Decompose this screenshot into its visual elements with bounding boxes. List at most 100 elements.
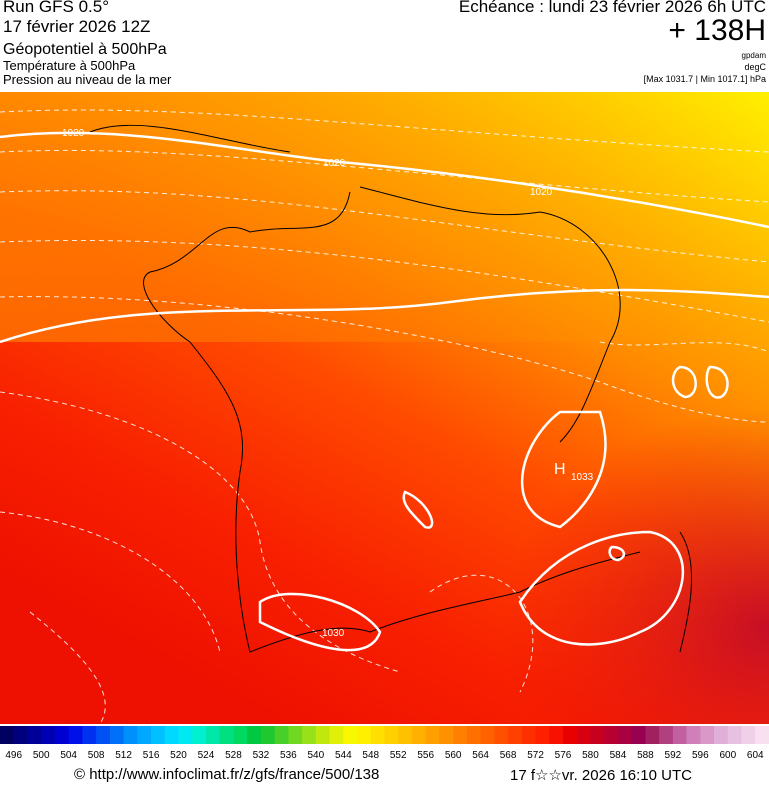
scale-swatch xyxy=(672,726,688,744)
subtitle: Température à 500hPa xyxy=(3,58,136,73)
scale-swatch xyxy=(178,726,193,744)
scale-label: 496 xyxy=(5,750,22,761)
scale-label: 560 xyxy=(445,750,462,761)
scale-swatch xyxy=(27,726,42,744)
scale-swatch xyxy=(96,726,111,744)
scale-label: 568 xyxy=(500,750,517,761)
scale-swatch xyxy=(13,726,28,744)
unit: degC xyxy=(744,62,766,72)
source-url: © http://www.infoclimat.fr/z/gfs/france/… xyxy=(74,766,380,783)
scale-label: 540 xyxy=(307,750,324,761)
scale-swatch xyxy=(425,726,440,744)
scale-swatch xyxy=(205,726,221,744)
isotherms xyxy=(0,109,769,724)
scale-swatch xyxy=(233,726,248,744)
scale-label: 600 xyxy=(719,750,736,761)
temperature-field xyxy=(0,92,769,724)
scale-swatch xyxy=(247,726,262,744)
scale-label: 504 xyxy=(60,750,77,761)
scale-swatch xyxy=(714,726,729,744)
run-date: 17 février 2026 12Z xyxy=(3,17,151,36)
scale-swatch xyxy=(54,726,70,744)
forecast-offset: + 138H xyxy=(668,14,766,47)
scale-label: 584 xyxy=(610,750,627,761)
scale-swatch xyxy=(631,726,646,744)
high-pressure-marker: H xyxy=(554,461,566,478)
scale-swatch xyxy=(439,726,454,744)
pressure-range: [Max 1031.7 | Min 1017.1] hPa xyxy=(643,74,766,84)
scale-swatch xyxy=(288,726,303,744)
subtitle: Pression au niveau de la mer xyxy=(3,72,172,87)
scale-swatch xyxy=(384,726,399,744)
scale-label: 580 xyxy=(582,750,599,761)
scale-label: 520 xyxy=(170,750,187,761)
scale-swatch xyxy=(755,726,769,744)
scale-swatch xyxy=(659,726,674,744)
isobars xyxy=(0,131,769,652)
scale-swatch xyxy=(549,726,564,744)
scale-swatch xyxy=(302,726,317,744)
scale-swatch xyxy=(0,726,15,744)
scale-swatch xyxy=(453,726,468,744)
forecast-time: Echéance : lundi 23 février 2026 6h UTC xyxy=(458,0,766,16)
timestamp: 17 f☆☆vr. 2026 16:10 UTC xyxy=(510,767,692,784)
scale-swatch xyxy=(192,726,207,744)
scale-label: 516 xyxy=(143,750,160,761)
scale-swatch xyxy=(151,726,166,744)
scale-swatch xyxy=(604,726,619,744)
scale-swatch xyxy=(398,726,413,744)
scale-label: 512 xyxy=(115,750,132,761)
scale-swatch xyxy=(645,726,660,744)
scale-label: 572 xyxy=(527,750,544,761)
isobar-label: 1033 xyxy=(571,472,594,483)
map: 1020 1020 1020 1030 1033 H xyxy=(0,92,769,724)
scale-swatch xyxy=(411,726,427,744)
scale-swatch xyxy=(219,726,234,744)
scale-label: 564 xyxy=(472,750,489,761)
isobar-label: 1020 xyxy=(530,187,553,198)
scale-swatch xyxy=(727,726,743,744)
scale-swatch xyxy=(274,726,289,744)
scale-swatch xyxy=(329,726,344,744)
scale-swatch xyxy=(563,726,578,744)
scale-label: 592 xyxy=(665,750,682,761)
scale-label: 536 xyxy=(280,750,297,761)
scale-swatch xyxy=(521,726,537,744)
scale-label: 556 xyxy=(417,750,434,761)
scale-label: 528 xyxy=(225,750,242,761)
scale-swatch xyxy=(700,726,715,744)
scale-label: 552 xyxy=(390,750,407,761)
scale-swatch xyxy=(357,726,372,744)
scale-swatch xyxy=(686,726,701,744)
scale-swatch xyxy=(164,726,180,744)
scale-label: 604 xyxy=(747,750,764,761)
scale-swatch xyxy=(508,726,523,744)
scale-label: 500 xyxy=(33,750,50,761)
scale-swatch xyxy=(68,726,83,744)
scale-label: 532 xyxy=(253,750,270,761)
scale-swatch xyxy=(617,726,633,744)
run-label: Run GFS 0.5° xyxy=(3,0,110,16)
coastline xyxy=(89,124,693,653)
scale-swatch xyxy=(466,726,482,744)
color-scale: 496 500 504 508 512 516 520 524 528 532 536 540 544 5… xyxy=(0,726,769,761)
scale-swatch xyxy=(494,726,509,744)
scale-swatch xyxy=(741,726,756,744)
unit: gpdam xyxy=(741,51,766,60)
scale-label: 524 xyxy=(198,750,215,761)
scale-swatch xyxy=(260,726,276,744)
scale-swatch xyxy=(576,726,591,744)
scale-label: 544 xyxy=(335,750,352,761)
scale-label: 588 xyxy=(637,750,654,761)
map-title: Géopotentiel à 500hPa xyxy=(3,41,167,58)
isobar-label: 1020 xyxy=(323,158,346,169)
scale-label: 548 xyxy=(362,750,379,761)
scale-swatch xyxy=(41,726,56,744)
scale-swatch xyxy=(590,726,605,744)
scale-swatch xyxy=(535,726,550,744)
scale-swatch xyxy=(82,726,97,744)
scale-label: 508 xyxy=(88,750,105,761)
isobar-label: 1030 xyxy=(322,628,345,639)
scale-swatch xyxy=(137,726,152,744)
